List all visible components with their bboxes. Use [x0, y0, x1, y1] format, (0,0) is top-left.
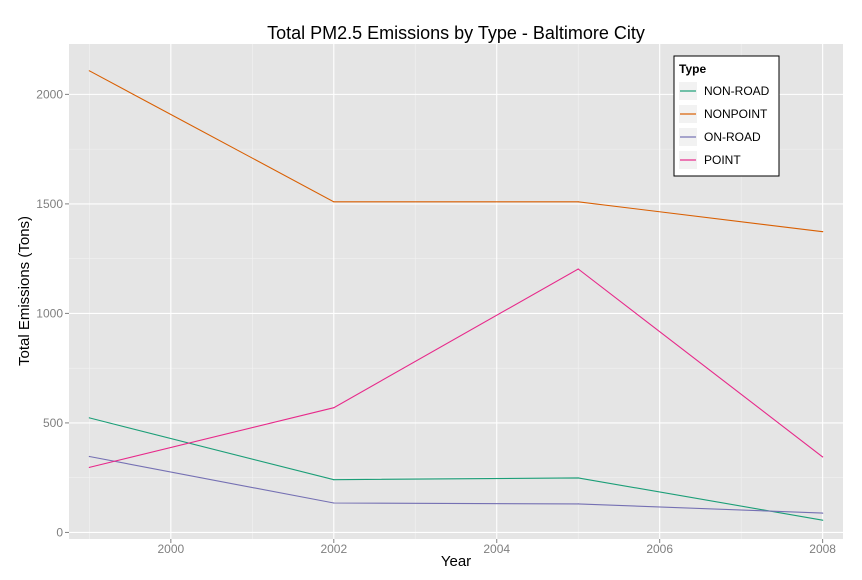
- data-point: [333, 407, 335, 409]
- legend-label: NON-ROAD: [704, 84, 770, 98]
- data-point: [577, 201, 579, 203]
- data-point: [822, 456, 824, 458]
- y-tick-label: 0: [56, 525, 63, 539]
- series-line-nonpoint: [89, 70, 823, 233]
- data-point: [88, 70, 90, 72]
- legend-title: Type: [679, 62, 706, 76]
- y-tick-label: 500: [43, 416, 63, 430]
- data-point: [577, 477, 579, 479]
- x-tick-label: 2000: [157, 542, 184, 556]
- legend-label: POINT: [704, 153, 741, 167]
- legend: Type NON-ROAD NONPOINT ON-ROAD POINT: [673, 55, 780, 177]
- data-point: [577, 503, 579, 505]
- x-tick-label: 2008: [809, 542, 836, 556]
- series-lines: [88, 70, 824, 521]
- y-axis-label: Total Emissions (Tons): [16, 216, 33, 366]
- data-point: [822, 231, 824, 233]
- legend-item: POINT: [679, 151, 741, 169]
- data-point: [577, 268, 579, 270]
- legend-item: NONPOINT: [679, 105, 768, 123]
- legend-items: NON-ROAD NONPOINT ON-ROAD POINT: [679, 82, 770, 169]
- data-point: [88, 466, 90, 469]
- legend-item: NON-ROAD: [679, 82, 770, 100]
- y-axis-ticks: 0 500 1000 1500 2000: [36, 87, 69, 539]
- data-point: [333, 502, 335, 504]
- data-point: [88, 455, 90, 458]
- y-tick-label: 2000: [36, 87, 63, 101]
- series-line-point: [89, 268, 823, 468]
- x-tick-label: 2004: [483, 542, 510, 556]
- legend-label: NONPOINT: [704, 107, 768, 121]
- chart-title: Total PM2.5 Emissions by Type - Baltimor…: [267, 23, 645, 43]
- x-axis-ticks: 2000 2002 2004 2006 2008: [157, 539, 836, 556]
- data-point: [333, 201, 335, 203]
- series-line-non-road: [89, 417, 823, 521]
- series-line-on-road: [89, 455, 823, 514]
- data-point: [333, 479, 335, 481]
- legend-label: ON-ROAD: [704, 130, 761, 144]
- y-tick-label: 1500: [36, 197, 63, 211]
- y-tick-label: 1000: [36, 306, 63, 320]
- x-tick-label: 2006: [646, 542, 673, 556]
- legend-item: ON-ROAD: [679, 128, 761, 146]
- data-point: [88, 417, 90, 419]
- x-tick-label: 2002: [320, 542, 347, 556]
- x-axis-label: Year: [441, 553, 471, 570]
- data-point: [822, 512, 824, 514]
- data-point: [822, 519, 824, 521]
